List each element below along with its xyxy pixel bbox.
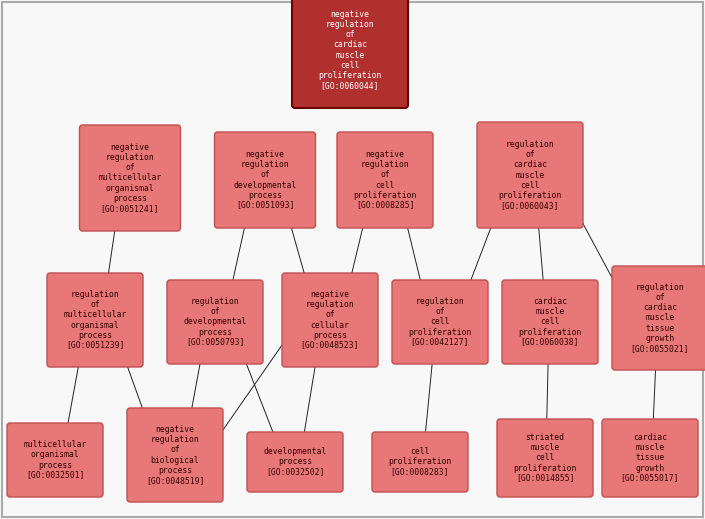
Text: regulation
of
multicellular
organismal
process
[GO:0051239]: regulation of multicellular organismal p… bbox=[63, 290, 127, 350]
FancyBboxPatch shape bbox=[80, 125, 180, 231]
FancyBboxPatch shape bbox=[477, 122, 583, 228]
Text: striated
muscle
cell
proliferation
[GO:0014855]: striated muscle cell proliferation [GO:0… bbox=[513, 433, 577, 483]
Text: cell
proliferation
[GO:0008283]: cell proliferation [GO:0008283] bbox=[388, 447, 452, 476]
Text: cardiac
muscle
cell
proliferation
[GO:0060038]: cardiac muscle cell proliferation [GO:00… bbox=[518, 297, 582, 347]
Text: negative
regulation
of
cell
proliferation
[GO:0008285]: negative regulation of cell proliferatio… bbox=[353, 151, 417, 210]
Text: cardiac
muscle
tissue
growth
[GO:0055017]: cardiac muscle tissue growth [GO:0055017… bbox=[620, 433, 679, 483]
Text: multicellular
organismal
process
[GO:0032501]: multicellular organismal process [GO:003… bbox=[23, 441, 87, 480]
Text: negative
regulation
of
biological
process
[GO:0048519]: negative regulation of biological proces… bbox=[146, 426, 204, 485]
FancyBboxPatch shape bbox=[602, 419, 698, 497]
FancyBboxPatch shape bbox=[282, 273, 378, 367]
FancyBboxPatch shape bbox=[214, 132, 316, 228]
FancyBboxPatch shape bbox=[372, 432, 468, 492]
Text: negative
regulation
of
cellular
process
[GO:0048523]: negative regulation of cellular process … bbox=[301, 290, 360, 350]
Text: negative
regulation
of
cardiac
muscle
cell
proliferation
[GO:0060044]: negative regulation of cardiac muscle ce… bbox=[319, 10, 381, 90]
Text: developmental
process
[GO:0032502]: developmental process [GO:0032502] bbox=[263, 447, 326, 476]
Text: regulation
of
developmental
process
[GO:0050793]: regulation of developmental process [GO:… bbox=[183, 297, 247, 347]
Text: regulation
of
cell
proliferation
[GO:0042127]: regulation of cell proliferation [GO:004… bbox=[408, 297, 472, 347]
FancyBboxPatch shape bbox=[247, 432, 343, 492]
Text: regulation
of
cardiac
muscle
tissue
growth
[GO:0055021]: regulation of cardiac muscle tissue grow… bbox=[631, 283, 689, 352]
Text: negative
regulation
of
developmental
process
[GO:0051093]: negative regulation of developmental pro… bbox=[233, 151, 297, 210]
Text: negative
regulation
of
multicellular
organismal
process
[GO:0051241]: negative regulation of multicellular org… bbox=[98, 143, 161, 213]
Text: regulation
of
cardiac
muscle
cell
proliferation
[GO:0060043]: regulation of cardiac muscle cell prolif… bbox=[498, 140, 562, 210]
FancyBboxPatch shape bbox=[7, 423, 103, 497]
FancyBboxPatch shape bbox=[502, 280, 598, 364]
FancyBboxPatch shape bbox=[392, 280, 488, 364]
FancyBboxPatch shape bbox=[127, 408, 223, 502]
FancyBboxPatch shape bbox=[167, 280, 263, 364]
FancyBboxPatch shape bbox=[47, 273, 143, 367]
FancyBboxPatch shape bbox=[612, 266, 705, 370]
FancyBboxPatch shape bbox=[497, 419, 593, 497]
FancyBboxPatch shape bbox=[337, 132, 433, 228]
FancyBboxPatch shape bbox=[292, 0, 408, 108]
